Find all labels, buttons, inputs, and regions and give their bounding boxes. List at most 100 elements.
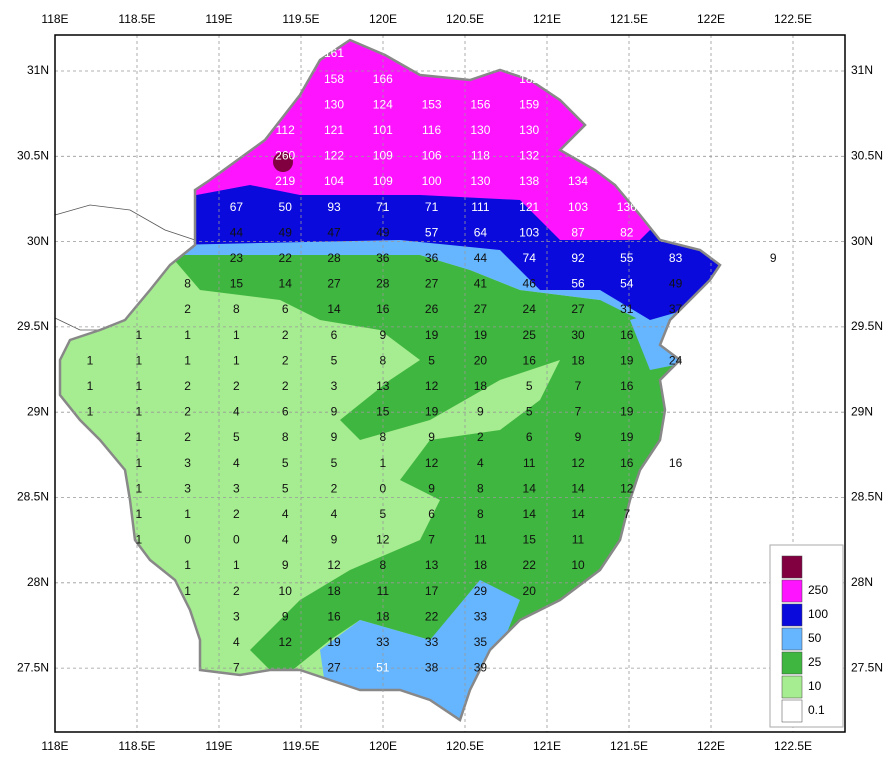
station-value: 9: [428, 430, 435, 444]
station-value: 1: [184, 507, 191, 521]
y-label-left: 28N: [27, 575, 49, 589]
station-value: 36: [376, 251, 390, 265]
station-value: 16: [523, 353, 537, 367]
x-label-bottom: 121E: [533, 739, 561, 753]
station-value: 18: [474, 558, 488, 572]
station-value: 14: [327, 302, 341, 316]
station-value: 27: [327, 661, 341, 675]
legend-swatch: [781, 699, 803, 723]
station-value: 134: [568, 174, 588, 188]
station-value: 50: [279, 200, 293, 214]
station-value: 4: [233, 635, 240, 649]
station-value: 22: [523, 558, 537, 572]
station-value: 2: [282, 379, 289, 393]
graticule: [55, 35, 845, 732]
station-value: 1: [184, 353, 191, 367]
y-label-left: 29.5N: [17, 319, 49, 333]
station-value: 44: [474, 251, 488, 265]
station-value: 1: [379, 456, 386, 470]
x-label-bottom: 121.5E: [610, 739, 648, 753]
station-value: 57: [425, 225, 439, 239]
x-label-bottom: 118E: [41, 739, 68, 753]
station-value: 9: [331, 533, 338, 547]
station-value: 1: [135, 353, 142, 367]
station-value: 2: [233, 584, 240, 598]
station-value: 130: [470, 123, 490, 137]
y-label-left: 30N: [27, 234, 49, 248]
station-value: 27: [474, 302, 488, 316]
station-value: 10: [279, 584, 293, 598]
station-value: 111: [471, 200, 490, 214]
station-value: 1: [135, 405, 142, 419]
station-value: 2: [233, 379, 240, 393]
y-label-left: 27.5N: [17, 660, 49, 674]
x-label-top: 121E: [533, 12, 561, 26]
station-value: 5: [331, 456, 338, 470]
y-label-right: 29N: [851, 404, 873, 418]
station-value: 22: [279, 251, 293, 265]
legend-label: 50: [808, 631, 822, 645]
station-value: 12: [571, 456, 585, 470]
station-value: 19: [620, 353, 634, 367]
zone-max: [273, 152, 293, 172]
station-value: 83: [669, 251, 683, 265]
station-value: 71: [376, 200, 390, 214]
x-label-bottom: 118.5E: [118, 739, 155, 753]
x-label-top: 118.5E: [118, 12, 155, 26]
station-value: 7: [233, 661, 240, 675]
station-value: 219: [275, 174, 295, 188]
station-value: 13: [376, 379, 390, 393]
station-value: 132: [519, 149, 539, 163]
station-value: 29: [474, 584, 488, 598]
station-value: 33: [474, 609, 488, 623]
station-value: 46: [523, 277, 537, 291]
x-label-top: 119E: [205, 12, 232, 26]
station-value: 30: [571, 328, 585, 342]
station-value: 47: [327, 225, 341, 239]
station-value: 17: [425, 584, 439, 598]
station-value: 260: [275, 149, 295, 163]
station-value: 73: [718, 277, 732, 291]
station-value: 33: [376, 635, 390, 649]
station-value: 24: [669, 353, 683, 367]
station-value: 103: [519, 225, 539, 239]
station-value: 11: [572, 533, 585, 547]
border-line: [54, 317, 100, 331]
station-value: 20: [523, 584, 537, 598]
x-label-top: 120.5E: [446, 12, 484, 26]
map-border: [54, 34, 846, 733]
station-value: 2: [282, 328, 289, 342]
station-value: 15: [376, 405, 390, 419]
station-value: 10: [571, 558, 585, 572]
station-value: 0: [184, 533, 191, 547]
y-label-right: 28.5N: [851, 490, 883, 504]
station-value: 161: [324, 46, 344, 60]
station-value: 6: [331, 328, 338, 342]
station-value: 15: [523, 533, 537, 547]
station-value: 15: [230, 277, 244, 291]
station-value: 2: [184, 379, 191, 393]
station-value: 12: [425, 379, 439, 393]
station-value: 9: [282, 609, 289, 623]
station-value: 2: [184, 430, 191, 444]
station-value: 121: [324, 123, 344, 137]
station-value: 41: [474, 277, 488, 291]
station-value: 18: [474, 379, 488, 393]
station-value: 18: [327, 584, 341, 598]
station-value: 27: [425, 277, 439, 291]
station-value: 93: [327, 200, 341, 214]
station-value: 16: [327, 609, 341, 623]
station-value: 5: [526, 379, 533, 393]
station-value: 18: [376, 609, 390, 623]
station-value: 1: [87, 379, 94, 393]
station-value: 5: [331, 353, 338, 367]
station-value: 112: [276, 123, 295, 137]
station-value: 1: [233, 328, 240, 342]
station-value: 100: [422, 174, 442, 188]
station-value: 92: [571, 251, 585, 265]
station-value: 37: [669, 302, 683, 316]
station-value: 1: [184, 558, 191, 572]
x-label-top: 118E: [41, 12, 68, 26]
station-value: 11: [474, 533, 487, 547]
